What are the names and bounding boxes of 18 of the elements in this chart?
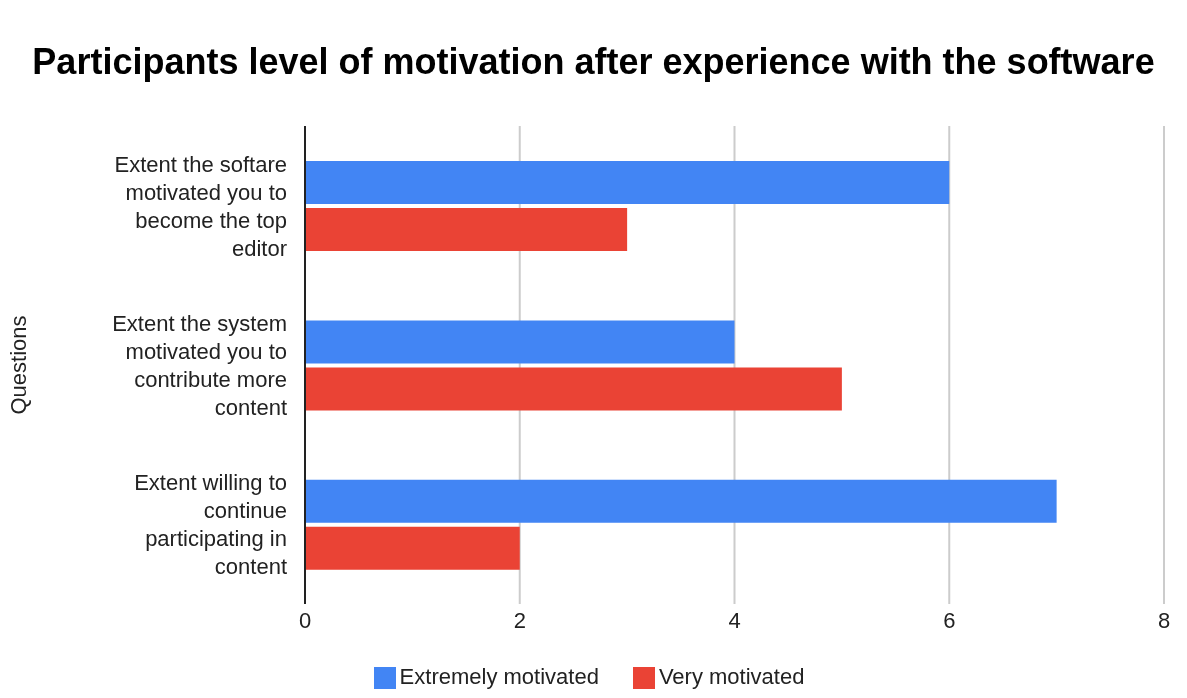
x-tick-label: 2	[513, 607, 526, 633]
y-tick-label: Extent willing to continue participating in content	[134, 469, 287, 579]
x-tick-label: 8	[1157, 607, 1171, 633]
bar	[305, 526, 520, 570]
x-tick-label: 4	[728, 607, 741, 633]
bar	[305, 320, 735, 364]
y-axis-title: Questions	[5, 315, 31, 415]
y-tick-label: Extent the softare motivated you to become the top editor	[114, 151, 287, 261]
chart-title: Participants level of motivation after experience with the software	[31, 40, 1156, 84]
legend-label: Very motivated	[658, 664, 805, 689]
bar	[305, 161, 950, 205]
y-tick-label: Extent the system motivated you to contribute more content	[112, 310, 287, 420]
legend-label: Extremely motivated	[399, 664, 599, 689]
x-tick-label: 0	[298, 607, 312, 633]
x-tick-label: 6	[943, 607, 956, 633]
bar	[305, 479, 1057, 523]
bar	[305, 367, 842, 411]
bar	[305, 208, 628, 252]
